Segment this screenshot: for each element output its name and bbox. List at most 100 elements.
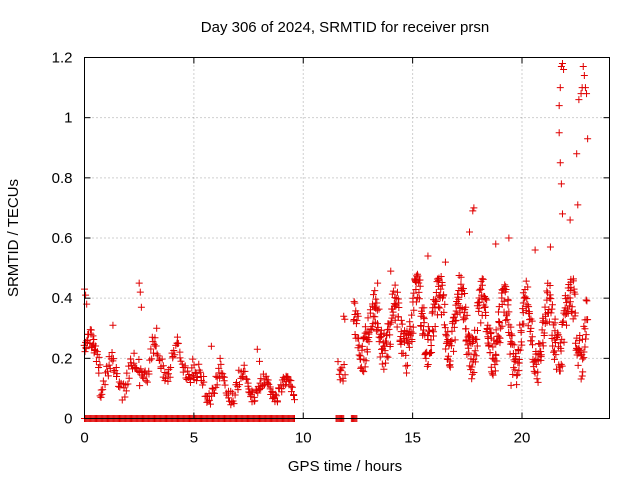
data-point	[206, 400, 214, 408]
data-point	[199, 381, 207, 389]
data-point	[391, 294, 399, 302]
data-point	[361, 323, 369, 331]
data-point	[170, 347, 178, 355]
data-point	[359, 335, 367, 343]
data-point	[416, 282, 424, 290]
data-point	[564, 309, 572, 317]
x-tick-label: 0	[80, 430, 88, 447]
data-point-peak	[584, 135, 592, 143]
data-point	[480, 303, 488, 311]
data-point	[468, 375, 476, 383]
data-point	[446, 363, 454, 371]
data-point	[406, 322, 414, 330]
data-point	[420, 326, 428, 334]
data-point	[217, 360, 225, 368]
data-point	[221, 381, 229, 389]
data-point	[364, 314, 372, 322]
data-point	[496, 339, 504, 347]
data-point	[149, 349, 157, 357]
data-point	[231, 391, 239, 399]
data-point	[146, 356, 154, 364]
data-point	[167, 364, 175, 372]
data-point	[409, 323, 417, 331]
data-point	[462, 325, 470, 333]
data-point	[429, 332, 437, 340]
data-point	[497, 324, 505, 332]
data-point	[492, 326, 500, 334]
data-point	[527, 324, 535, 332]
data-point	[558, 362, 566, 370]
data-point	[500, 297, 508, 305]
data-point	[559, 317, 567, 325]
data-point	[440, 308, 448, 316]
data-point	[515, 367, 523, 375]
data-point	[417, 322, 425, 330]
data-point	[405, 339, 413, 347]
data-point	[419, 330, 427, 338]
data-point	[139, 373, 147, 381]
data-point	[96, 361, 104, 369]
data-point	[380, 365, 388, 373]
data-point	[173, 333, 181, 341]
data-point	[547, 295, 555, 303]
data-point	[507, 338, 515, 346]
data-point	[530, 367, 538, 375]
data-point	[566, 298, 574, 306]
data-point	[468, 370, 476, 378]
data-point	[408, 338, 416, 346]
data-point	[546, 291, 554, 299]
data-point	[559, 318, 567, 326]
data-point	[451, 317, 459, 325]
data-point	[554, 329, 562, 337]
data-point	[518, 341, 526, 349]
data-point	[189, 355, 197, 363]
data-point-peak	[558, 60, 566, 68]
data-point	[507, 330, 515, 338]
data-point	[366, 309, 374, 317]
data-point	[502, 286, 510, 294]
data-point-peak	[558, 210, 566, 218]
data-point	[485, 341, 493, 349]
data-point	[528, 317, 536, 325]
data-points	[80, 60, 592, 422]
data-point	[486, 349, 494, 357]
data-point	[579, 368, 587, 376]
data-point	[470, 368, 478, 376]
data-point	[582, 331, 590, 339]
data-point-peak	[387, 267, 395, 275]
data-point	[504, 297, 512, 305]
data-point-peak	[505, 234, 513, 242]
data-point	[89, 332, 97, 340]
data-point	[502, 316, 510, 324]
data-point	[436, 304, 444, 312]
data-point	[424, 360, 432, 368]
data-point	[403, 361, 411, 369]
data-point	[241, 367, 249, 375]
data-point	[424, 331, 432, 339]
data-point	[550, 347, 558, 355]
data-point	[521, 293, 529, 301]
data-point	[475, 307, 483, 315]
data-point	[381, 337, 389, 345]
data-point	[437, 272, 445, 280]
data-point	[164, 377, 172, 385]
data-point-peak	[135, 279, 143, 287]
data-point-peak	[555, 129, 563, 137]
data-point	[375, 338, 383, 346]
data-point	[411, 277, 419, 285]
data-point	[569, 315, 577, 323]
data-point	[368, 323, 376, 331]
data-point	[479, 275, 487, 283]
data-point	[534, 368, 542, 376]
data-point	[143, 378, 151, 386]
data-point	[581, 343, 589, 351]
data-point	[234, 386, 242, 394]
data-point-peak	[469, 207, 477, 215]
data-point	[192, 369, 200, 377]
data-point	[583, 297, 591, 305]
data-point	[82, 345, 90, 353]
data-point	[473, 335, 481, 343]
data-point	[376, 353, 384, 361]
data-point	[403, 369, 411, 377]
